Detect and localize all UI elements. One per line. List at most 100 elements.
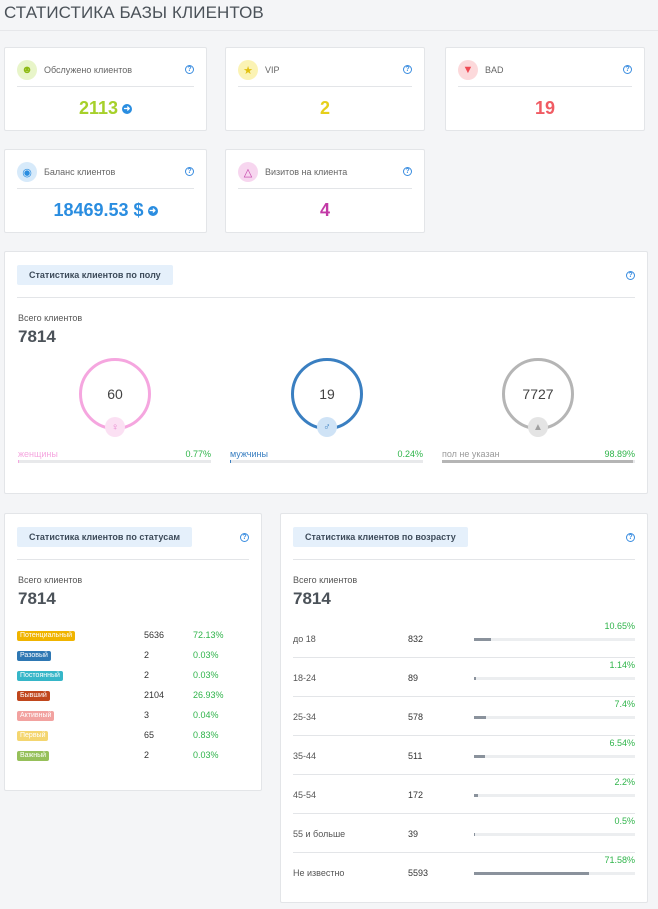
status-count: 2104 — [144, 690, 165, 700]
served-count: 2113 — [78, 98, 119, 118]
total-clients-count: 7814 — [293, 589, 331, 608]
age-range: Не известно — [293, 868, 345, 878]
unknown-bar-fill — [442, 460, 633, 463]
total-clients-label: Всего клиентов — [18, 313, 83, 323]
age-section-title: Статистика клиентов по возрасту — [293, 527, 468, 547]
card-label: Обслужено клиентов — [44, 65, 133, 75]
divider — [17, 297, 635, 298]
unknown-gender-icon: ▲ — [528, 417, 548, 437]
status-badge[interactable]: Важный — [17, 751, 50, 761]
status-count: 5636 — [144, 630, 165, 640]
help-icon[interactable]: ? — [240, 533, 249, 542]
card-header: ▼ BAD ? — [458, 60, 632, 87]
age-row: 18-24 89 1.14% — [293, 658, 635, 697]
help-icon[interactable]: ? — [185, 65, 194, 74]
men-count: 19 — [319, 386, 335, 402]
age-range: до 18 — [293, 634, 316, 644]
status-pct: 0.03% — [193, 650, 219, 660]
age-bar — [474, 794, 635, 797]
age-bar-fill — [474, 872, 590, 875]
age-bar-fill — [474, 833, 476, 836]
card-header: △ Визитов на клиента ? — [238, 162, 412, 189]
status-badge[interactable]: Постоянный — [17, 671, 63, 681]
age-bar-fill — [474, 716, 486, 719]
age-row: 45-54 172 2.2% — [293, 775, 635, 814]
help-icon[interactable]: ? — [626, 271, 635, 280]
age-bar — [474, 872, 635, 875]
women-label: женщины — [18, 449, 58, 459]
balance-amount: 18469.53 $ — [53, 200, 144, 220]
card-label: BAD — [485, 65, 504, 75]
card-visits: △ Визитов на клиента ? 4 — [225, 149, 425, 233]
women-bar-fill — [18, 460, 20, 463]
gender-section-title: Статистика клиентов по полу — [17, 265, 173, 285]
help-icon[interactable]: ? — [623, 65, 632, 74]
help-icon[interactable]: ? — [403, 65, 412, 74]
status-count: 2 — [144, 750, 150, 760]
status-section-title: Статистика клиентов по статусам — [17, 527, 192, 547]
star-icon: ★ — [238, 60, 258, 80]
unknown-bar — [442, 460, 635, 463]
age-stats-panel: Статистика клиентов по возрасту ? Всего … — [280, 513, 648, 903]
user-add-icon: ☻ — [17, 60, 37, 80]
age-pct: 71.58% — [604, 855, 635, 865]
women-count: 60 — [107, 386, 123, 402]
status-stats-panel: Статистика клиентов по статусам ? Всего … — [4, 513, 262, 791]
unknown-count: 7727 — [522, 386, 554, 402]
age-bar-fill — [474, 794, 478, 797]
card-header: ◉ Баланс клиентов ? — [17, 162, 194, 189]
age-pct: 7.4% — [614, 699, 635, 709]
card-bad: ▼ BAD ? 19 — [445, 47, 645, 131]
status-count: 2 — [144, 650, 150, 660]
age-range: 55 и больше — [293, 829, 346, 839]
status-badge[interactable]: Первый — [17, 731, 49, 741]
men-bar-fill — [230, 460, 232, 463]
age-row: 55 и больше 39 0.5% — [293, 814, 635, 853]
arrow-right-icon[interactable]: ➜ — [147, 206, 158, 217]
page-title: СТАТИСТИКА БАЗЫ КЛИЕНТОВ — [4, 3, 264, 22]
status-badge[interactable]: Активный — [17, 711, 55, 721]
help-icon[interactable]: ? — [403, 167, 412, 176]
women-bar — [18, 460, 211, 463]
men-label: мужчины — [230, 449, 268, 459]
card-label: Визитов на клиента — [265, 167, 348, 177]
card-value: 18469.53 $ ➜ — [5, 200, 206, 221]
age-range: 18-24 — [293, 673, 317, 683]
age-bar — [474, 833, 635, 836]
age-pct: 10.65% — [604, 621, 635, 631]
title-divider — [0, 30, 658, 31]
status-badge[interactable]: Бывший — [17, 691, 50, 701]
card-value: 2113 ➜ — [5, 98, 206, 119]
card-header: ☻ Обслужено клиентов ? — [17, 60, 194, 87]
age-bar — [474, 677, 635, 680]
gender-stats-panel: Статистика клиентов по полу ? Всего клие… — [4, 251, 648, 494]
cloche-icon: △ — [238, 162, 258, 182]
help-icon[interactable]: ? — [185, 167, 194, 176]
age-bar — [474, 716, 635, 719]
age-count: 832 — [408, 634, 424, 644]
status-badge[interactable]: Потенциальный — [17, 631, 76, 641]
status-badge[interactable]: Разовый — [17, 651, 51, 661]
total-clients-count: 7814 — [18, 589, 56, 608]
status-pct: 26.93% — [193, 690, 224, 700]
status-pct: 72.13% — [193, 630, 224, 640]
total-clients-count: 7814 — [18, 327, 56, 346]
status-count: 3 — [144, 710, 150, 720]
age-range: 25-34 — [293, 712, 317, 722]
age-row: Не известно 5593 71.58% — [293, 853, 635, 892]
piggy-bank-icon: ◉ — [17, 162, 37, 182]
arrow-right-icon[interactable]: ➜ — [122, 104, 133, 115]
age-pct: 1.14% — [609, 660, 635, 670]
divider — [293, 559, 635, 560]
female-icon: ♀ — [105, 417, 125, 437]
bad-count: 19 — [534, 98, 556, 118]
card-header: ★ VIP ? — [238, 60, 412, 87]
age-bar-fill — [474, 755, 485, 758]
age-count: 89 — [408, 673, 419, 683]
status-pct: 0.83% — [193, 730, 219, 740]
total-clients-label: Всего клиентов — [18, 575, 83, 585]
age-range: 35-44 — [293, 751, 317, 761]
help-icon[interactable]: ? — [626, 533, 635, 542]
status-pct: 0.04% — [193, 710, 219, 720]
unknown-label: пол не указан — [442, 449, 500, 459]
